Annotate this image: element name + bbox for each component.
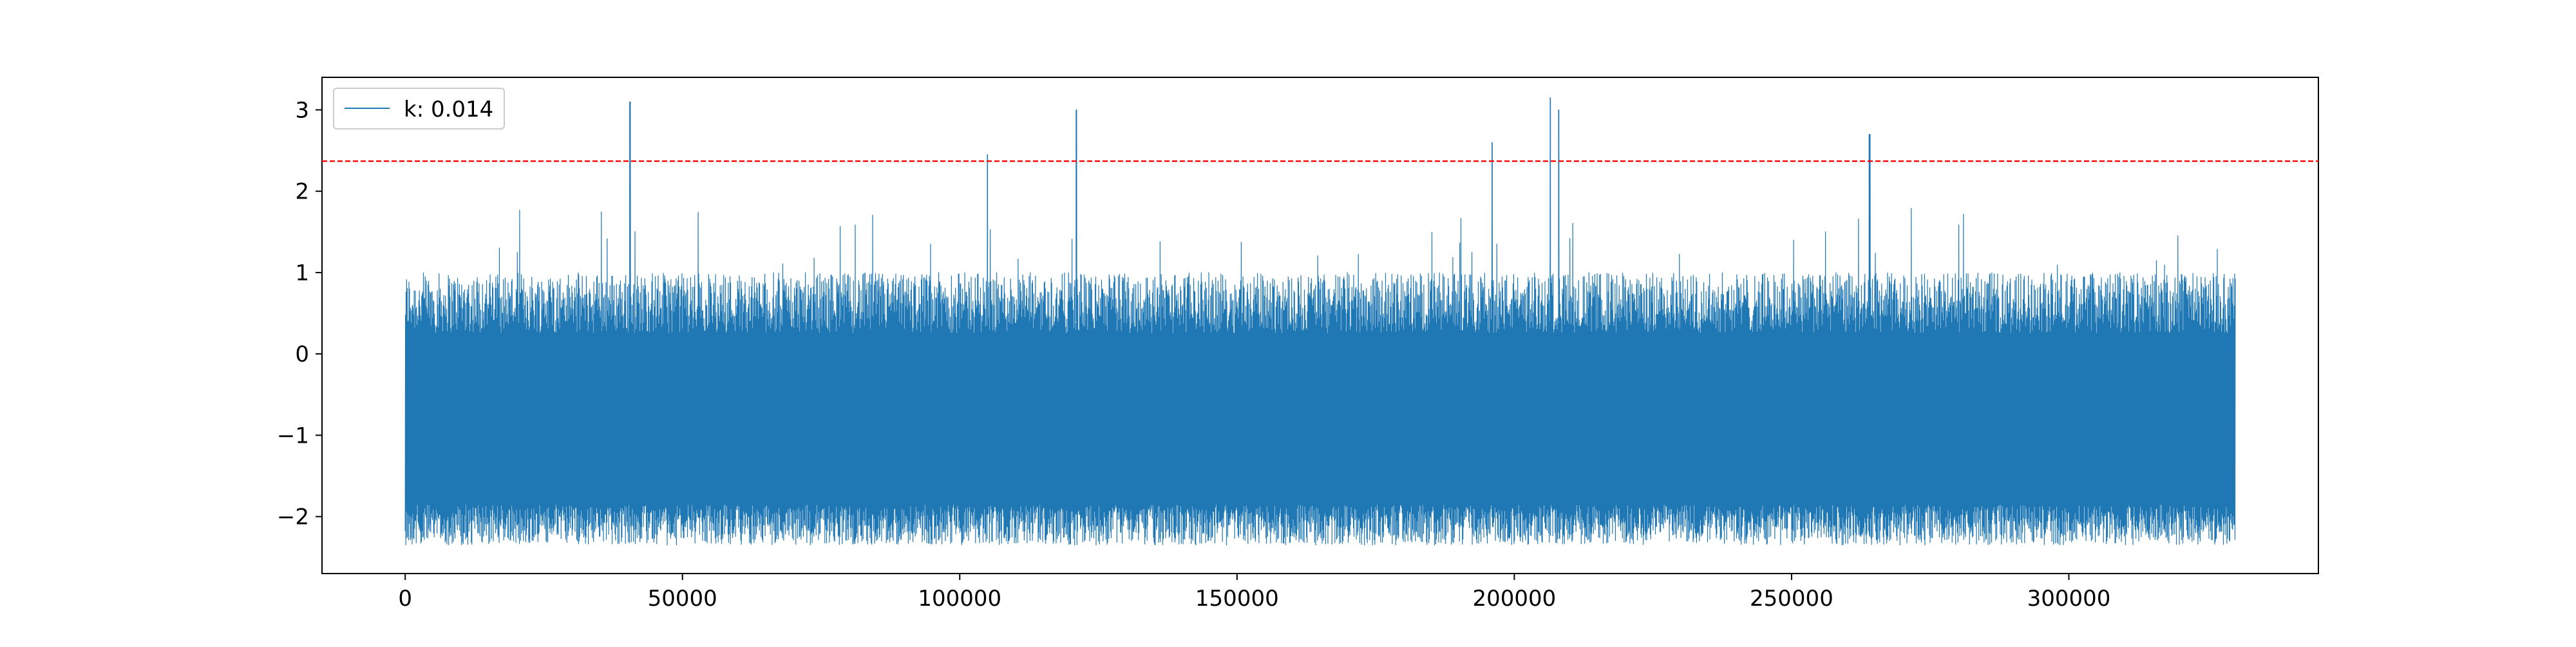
legend-box (333, 88, 505, 130)
x-tick-label: 100000 (918, 586, 1001, 612)
legend-label: k: 0.014 (404, 97, 493, 122)
plot-area (321, 77, 2319, 574)
y-tick-label: −2 (277, 505, 309, 530)
x-tick-label: 300000 (2027, 586, 2111, 612)
y-tick-label: 2 (295, 179, 309, 205)
legend: k: 0.014 (333, 88, 505, 130)
y-tick-label: 3 (295, 97, 309, 123)
x-tick-label: 50000 (648, 586, 717, 612)
series-line-k-0-014 (404, 97, 2236, 546)
axes-layer: 0 50000 100000 150000 200000 250000 300000 −2 −1… (277, 97, 2111, 612)
series-layer (404, 97, 2236, 546)
y-tick-label: −1 (277, 423, 309, 449)
plot-frame (321, 77, 2319, 574)
x-tick-label: 200000 (1472, 586, 1556, 612)
x-tick-label: 150000 (1195, 586, 1279, 612)
x-tick-label: 250000 (1750, 586, 1833, 612)
y-tick-label: 1 (295, 260, 309, 286)
y-tick-label: 0 (295, 342, 309, 367)
x-tick-label: 0 (398, 586, 412, 612)
